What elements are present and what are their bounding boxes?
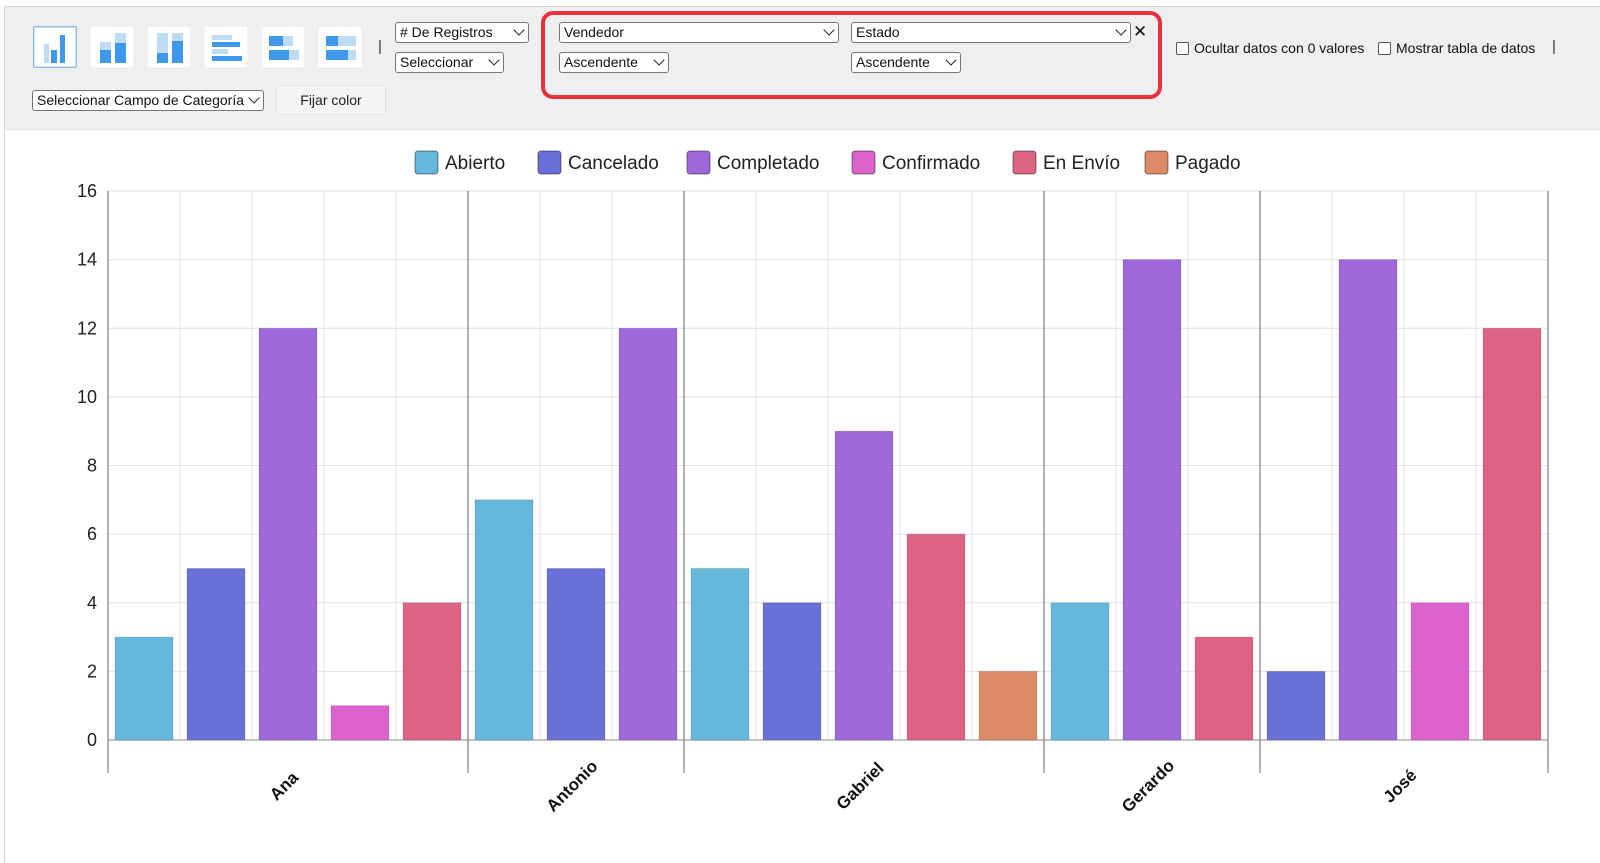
group-field-1-select[interactable]: Vendedor [559,22,839,43]
bar-en-envío [402,602,462,741]
aggregate-select-value: Seleccionar [400,54,474,70]
x-category-label: José [1380,766,1421,807]
legend-swatch [851,150,876,175]
y-tick-label: 14 [77,250,97,270]
percent-stacked-column-chart-button[interactable] [147,26,191,68]
legend-swatch [1144,150,1169,175]
x-category-label: Gerardo [1118,756,1178,816]
legend-label: Completado [717,153,819,174]
bar-en-envío [906,533,966,741]
x-category-label: Gabriel [833,759,888,814]
y-tick-label: 2 [87,661,97,681]
bar-completado [1122,259,1182,741]
group-order-2-select[interactable]: Ascendente [851,52,961,73]
bar-abierto [474,499,534,741]
group-order-1-value: Ascendente [564,54,638,70]
bar-abierto [1050,602,1110,741]
group-order-1-select[interactable]: Ascendente [559,52,669,73]
vertical-bar-chart-icon [44,35,65,63]
group-field-2-select[interactable]: Estado [851,22,1131,43]
fix-color-button[interactable]: Fijar color [276,85,386,115]
bar-completado [618,327,678,741]
legend-swatch [686,150,711,175]
legend-label: Confirmado [882,153,980,174]
checkbox-box[interactable] [1378,42,1391,55]
checkbox-box[interactable] [1176,42,1189,55]
legend-label: Pagado [1175,153,1241,174]
y-tick-label: 4 [87,593,97,613]
bar-cancelado [186,567,246,741]
bar-confirmado [1410,602,1470,741]
percent-stacked-horizontal-bar-chart-icon [326,36,356,60]
horizontal-bar-chart-button[interactable] [204,26,248,68]
bar-abierto [690,567,750,741]
bar-pagado [978,670,1038,741]
stacked-horizontal-bar-chart-button[interactable] [261,26,305,68]
legend-label: Cancelado [568,153,659,174]
bar-en-envío [1482,327,1542,741]
legend-label: Abierto [445,153,505,174]
measure-select-value: # De Registros [400,24,493,40]
horizontal-bar-chart-icon [212,35,242,61]
bar-completado [258,327,318,741]
bar-completado [1338,259,1398,741]
show-table-checkbox[interactable]: Mostrar tabla de datos [1378,39,1535,57]
vertical-bar-chart-button[interactable] [33,26,77,68]
y-tick-label: 6 [87,524,97,544]
stacked-horizontal-bar-chart-icon [269,36,299,60]
bar-cancelado [762,602,822,741]
y-tick-label: 16 [77,181,97,201]
bar-abierto [114,636,174,741]
separator: | [378,38,382,55]
group-order-2-value: Ascendente [856,54,930,70]
y-tick-label: 8 [87,456,97,476]
bar-completado [834,430,894,741]
percent-stacked-horizontal-bar-chart-button[interactable] [318,26,362,68]
hide-zero-checkbox[interactable]: Ocultar datos con 0 valores [1176,39,1364,57]
bar-en-envío [1194,636,1254,741]
bar-cancelado [546,567,606,741]
group-field-1-value: Vendedor [564,24,624,40]
x-category-label: Antonio [543,757,602,816]
y-tick-label: 10 [77,387,97,407]
remove-group-icon[interactable]: ✕ [1133,22,1148,41]
x-category-label: Ana [266,768,303,805]
aggregate-select[interactable]: Seleccionar [395,52,504,73]
bar-confirmado [330,705,390,741]
group-field-2-value: Estado [856,24,900,40]
stacked-column-chart-icon [100,33,126,63]
category-field-select[interactable]: Seleccionar Campo de Categoría [32,90,264,111]
legend-label: En Envío [1043,153,1120,174]
separator: | [1552,38,1556,55]
bar-cancelado [1266,670,1326,741]
stacked-column-chart-button[interactable] [90,26,134,68]
y-tick-label: 0 [87,730,97,750]
measure-select[interactable]: # De Registros [395,22,529,43]
percent-stacked-column-chart-icon [157,33,183,63]
legend-swatch [1012,150,1037,175]
legend-swatch [414,150,439,175]
category-field-value: Seleccionar Campo de Categoría [37,92,245,108]
show-table-label: Mostrar tabla de datos [1396,40,1536,56]
y-tick-label: 12 [77,318,97,338]
legend-swatch [537,150,562,175]
hide-zero-label: Ocultar datos con 0 valores [1194,40,1365,56]
